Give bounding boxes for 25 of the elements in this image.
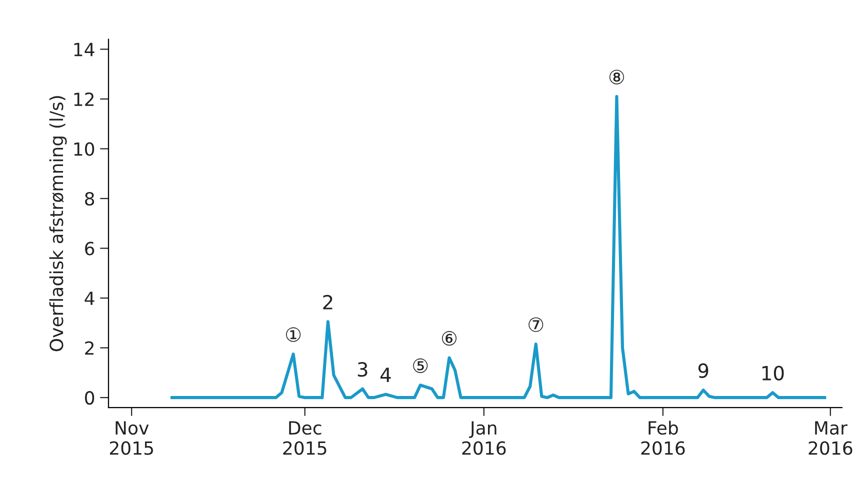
annotation: ⑥ bbox=[442, 331, 457, 346]
y-tick-label: 8 bbox=[85, 192, 94, 206]
y-tick-label: 4 bbox=[84, 292, 94, 305]
x-tick-label: Mar 2016 bbox=[808, 421, 852, 455]
annotation: 4 bbox=[380, 368, 391, 382]
x-tick-label: Jan 2016 bbox=[462, 421, 506, 455]
line-series bbox=[170, 94, 826, 400]
annotation: 3 bbox=[358, 362, 368, 377]
annotation: ⑦ bbox=[528, 317, 544, 332]
y-tick-label: 2 bbox=[85, 341, 94, 355]
y-tick-label: 14 bbox=[74, 42, 94, 56]
y-axis-title: Overfladisk afstrømning (l/s) bbox=[49, 96, 67, 352]
y-tick-label: 12 bbox=[74, 92, 94, 106]
y-tick-label: 10 bbox=[74, 142, 94, 156]
annotation: ① bbox=[286, 327, 301, 342]
annotation: ⑧ bbox=[609, 70, 624, 84]
annotation: ⑤ bbox=[413, 358, 428, 373]
x-tick-label: Dec 2015 bbox=[283, 421, 326, 455]
y-tick-label: 6 bbox=[85, 242, 94, 256]
x-tick-label: Nov 2015 bbox=[110, 421, 153, 455]
annotation: 2 bbox=[323, 294, 332, 310]
annotation: 10 bbox=[762, 366, 784, 380]
annotation: 9 bbox=[698, 363, 708, 378]
y-tick-label: 0 bbox=[85, 391, 94, 405]
x-tick-label: Feb 2016 bbox=[641, 420, 685, 455]
